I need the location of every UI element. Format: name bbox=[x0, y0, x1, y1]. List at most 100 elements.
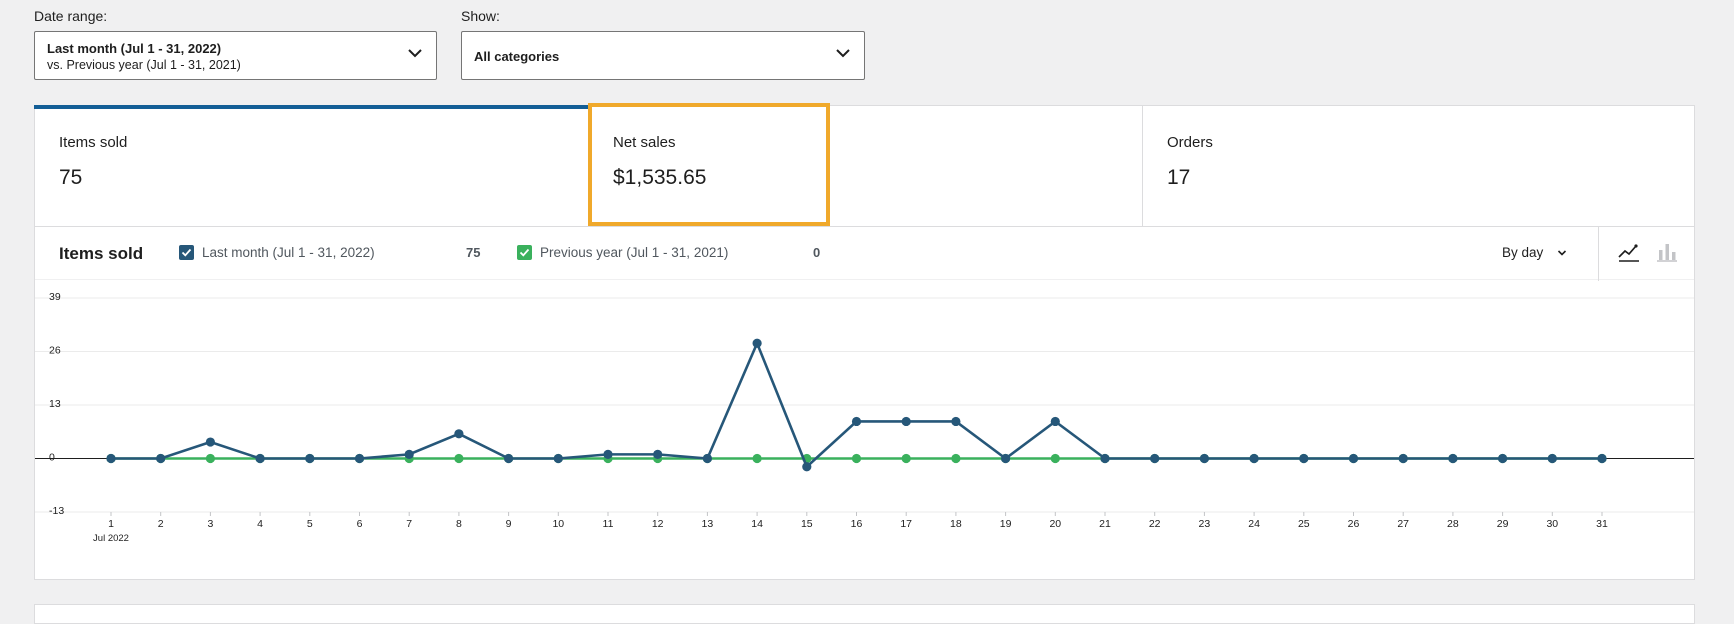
x-tick-label: 17 bbox=[900, 518, 912, 530]
data-point-current bbox=[1100, 453, 1110, 464]
data-point-current bbox=[156, 453, 166, 464]
legend-item-current[interactable]: Last month (Jul 1 - 31, 2022) bbox=[179, 245, 375, 260]
x-tick-label: 12 bbox=[652, 518, 664, 530]
x-tick-label: 9 bbox=[506, 518, 512, 530]
checkbox-icon bbox=[179, 245, 194, 260]
data-point-current bbox=[205, 437, 215, 447]
x-tick-label: 25 bbox=[1298, 518, 1310, 530]
data-point-current bbox=[1299, 453, 1309, 464]
line-chart-icon[interactable] bbox=[1616, 239, 1642, 265]
data-point-current bbox=[504, 453, 514, 464]
x-tick-label: 6 bbox=[357, 518, 363, 530]
data-point-current bbox=[752, 338, 762, 348]
x-tick-label: 24 bbox=[1248, 518, 1260, 530]
data-point-current bbox=[305, 453, 315, 464]
y-tick-label: -13 bbox=[49, 505, 64, 517]
data-point-current bbox=[1597, 453, 1607, 464]
date-range-select[interactable]: Last month (Jul 1 - 31, 2022) vs. Previo… bbox=[34, 31, 437, 80]
chevron-down-icon bbox=[408, 49, 422, 58]
data-point-current bbox=[702, 453, 713, 464]
summary-value: $1,535.65 bbox=[613, 166, 707, 189]
checkbox-icon bbox=[517, 245, 532, 260]
legend-label: Last month (Jul 1 - 31, 2022) bbox=[202, 245, 375, 260]
bottom-panel bbox=[34, 604, 1695, 624]
x-tick-label: 29 bbox=[1497, 518, 1509, 530]
summary-tile-orders[interactable]: Orders 17 bbox=[1142, 106, 1695, 226]
data-point-previous bbox=[851, 453, 862, 464]
x-tick-label: 23 bbox=[1199, 518, 1211, 530]
date-range-label: Date range: bbox=[34, 8, 108, 24]
summary-label: Orders bbox=[1167, 134, 1213, 151]
x-tick-label: 13 bbox=[702, 518, 714, 530]
data-point-current bbox=[1199, 453, 1209, 464]
x-tick-label: 18 bbox=[950, 518, 962, 530]
data-point-current bbox=[653, 449, 663, 459]
data-point-previous bbox=[205, 453, 215, 464]
x-tick-label: 4 bbox=[257, 518, 263, 530]
data-point-current bbox=[951, 416, 961, 427]
data-point-previous bbox=[951, 453, 961, 464]
x-tick-label: 1 bbox=[108, 518, 114, 530]
x-tick-label: 31 bbox=[1596, 518, 1608, 530]
x-tick-label: 11 bbox=[603, 518, 614, 530]
chevron-down-icon bbox=[1557, 250, 1567, 256]
chart-header: Items sold Last month (Jul 1 - 31, 2022)… bbox=[35, 226, 1694, 281]
data-point-current bbox=[454, 429, 464, 439]
data-point-current bbox=[1150, 453, 1160, 464]
data-point-current bbox=[603, 449, 613, 459]
data-point-previous bbox=[752, 453, 762, 464]
data-point-current bbox=[851, 416, 862, 427]
x-tick-label: 30 bbox=[1546, 518, 1558, 530]
data-point-current bbox=[553, 453, 563, 464]
interval-select[interactable]: By day bbox=[1502, 245, 1567, 260]
data-point-current bbox=[1398, 453, 1408, 464]
data-point-current bbox=[1348, 453, 1359, 464]
data-point-current bbox=[802, 462, 812, 472]
data-point-current bbox=[1498, 453, 1508, 464]
date-range-primary: Last month (Jul 1 - 31, 2022) bbox=[47, 41, 222, 56]
report-panel: Items sold 75 Net sales $1,535.65 Orders… bbox=[34, 103, 1695, 580]
chevron-down-icon bbox=[836, 49, 850, 58]
y-tick-label: 0 bbox=[49, 452, 55, 464]
summary-value: 17 bbox=[1167, 166, 1191, 189]
x-tick-label: 5 bbox=[307, 518, 313, 530]
legend-total-previous: 0 bbox=[813, 245, 821, 260]
data-point-current bbox=[1448, 453, 1458, 464]
data-point-previous bbox=[454, 453, 464, 464]
summary-tile-items-sold[interactable]: Items sold 75 bbox=[35, 106, 588, 226]
y-tick-label: 39 bbox=[49, 291, 61, 303]
summary-label: Items sold bbox=[59, 134, 128, 151]
x-tick-label: 28 bbox=[1447, 518, 1459, 530]
x-tick-label: 21 bbox=[1099, 518, 1111, 530]
legend-item-previous[interactable]: Previous year (Jul 1 - 31, 2021) bbox=[517, 245, 728, 260]
x-tick-label: 26 bbox=[1348, 518, 1360, 530]
interval-label: By day bbox=[1502, 245, 1544, 260]
x-axis-sublabel: Jul 2022 bbox=[93, 533, 129, 544]
x-tick-label: 10 bbox=[552, 518, 564, 530]
legend-label: Previous year (Jul 1 - 31, 2021) bbox=[540, 245, 729, 260]
x-tick-label: 14 bbox=[751, 518, 763, 530]
x-tick-label: 3 bbox=[207, 518, 213, 530]
y-tick-label: 26 bbox=[49, 345, 61, 357]
data-point-current bbox=[354, 453, 365, 464]
chart-title: Items sold bbox=[59, 244, 144, 263]
highlight-box bbox=[588, 103, 830, 226]
x-tick-label: 8 bbox=[456, 518, 462, 530]
category-select-value: All categories bbox=[474, 49, 560, 64]
active-tile-indicator bbox=[34, 105, 588, 109]
category-select[interactable]: All categories bbox=[461, 31, 865, 80]
summary-label: Net sales bbox=[613, 134, 676, 151]
data-point-current bbox=[1050, 416, 1060, 427]
y-tick-label: 13 bbox=[49, 398, 61, 410]
x-tick-label: 22 bbox=[1149, 518, 1161, 530]
x-tick-label: 15 bbox=[801, 518, 813, 530]
x-tick-label: 7 bbox=[406, 518, 412, 530]
x-tick-label: 27 bbox=[1397, 518, 1409, 530]
x-tick-label: 16 bbox=[851, 518, 863, 530]
data-point-current bbox=[404, 449, 414, 459]
data-point-current bbox=[1001, 453, 1011, 464]
x-tick-label: 2 bbox=[158, 518, 164, 530]
bar-chart-icon[interactable] bbox=[1654, 239, 1680, 265]
data-point-current bbox=[901, 416, 911, 427]
